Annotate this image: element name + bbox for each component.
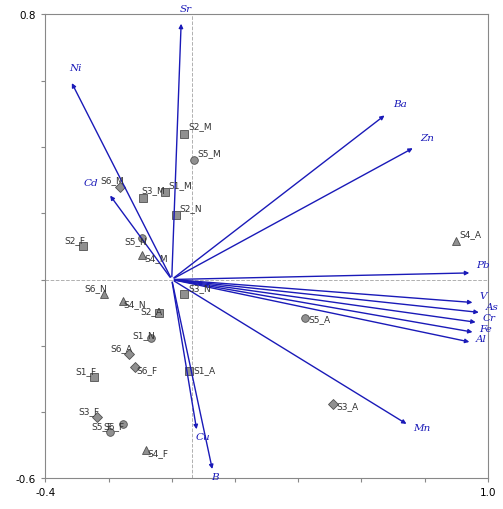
Text: S2_M: S2_M [188,122,212,131]
Text: Pb: Pb [476,261,489,269]
Text: Cu: Cu [196,433,210,441]
Text: S2_A: S2_A [140,307,162,316]
Text: Sr: Sr [180,5,192,14]
Text: S6_F: S6_F [104,421,125,430]
Text: S6_N: S6_N [85,284,108,293]
Text: S2_F: S2_F [64,235,85,244]
Text: S2_N: S2_N [180,204,202,213]
Text: S6_M: S6_M [101,176,124,185]
Text: S4_F: S4_F [147,448,168,458]
Text: Al: Al [476,335,487,344]
Text: S3_F: S3_F [78,406,100,415]
Text: V: V [479,292,486,300]
Text: Zn: Zn [420,134,434,143]
Text: Fe: Fe [479,324,492,333]
Text: S1_N: S1_N [132,331,155,340]
Text: B: B [211,472,219,481]
Text: Ba: Ba [393,100,407,108]
Text: Cd: Cd [83,179,98,188]
Text: S5_N: S5_N [124,236,147,245]
Text: S3_N: S3_N [188,284,211,293]
Text: S3_A: S3_A [337,401,359,410]
Text: S5_A: S5_A [308,315,330,324]
Text: S4_N: S4_N [123,299,146,308]
Text: S1_F: S1_F [75,366,97,376]
Text: S1_A: S1_A [193,365,215,374]
Text: S5_M: S5_M [198,149,221,158]
Text: Cr: Cr [482,313,495,322]
Text: S4_M: S4_M [145,253,169,263]
Text: As: As [485,302,498,312]
Text: Mn: Mn [413,423,431,432]
Text: S5_F: S5_F [91,421,112,430]
Text: S3_M: S3_M [142,186,165,195]
Text: Ni: Ni [69,64,81,73]
Text: S6_A: S6_A [110,344,132,352]
Text: S6_F: S6_F [136,365,157,374]
Text: S4_A: S4_A [459,230,481,239]
Text: S1_M: S1_M [169,181,192,190]
